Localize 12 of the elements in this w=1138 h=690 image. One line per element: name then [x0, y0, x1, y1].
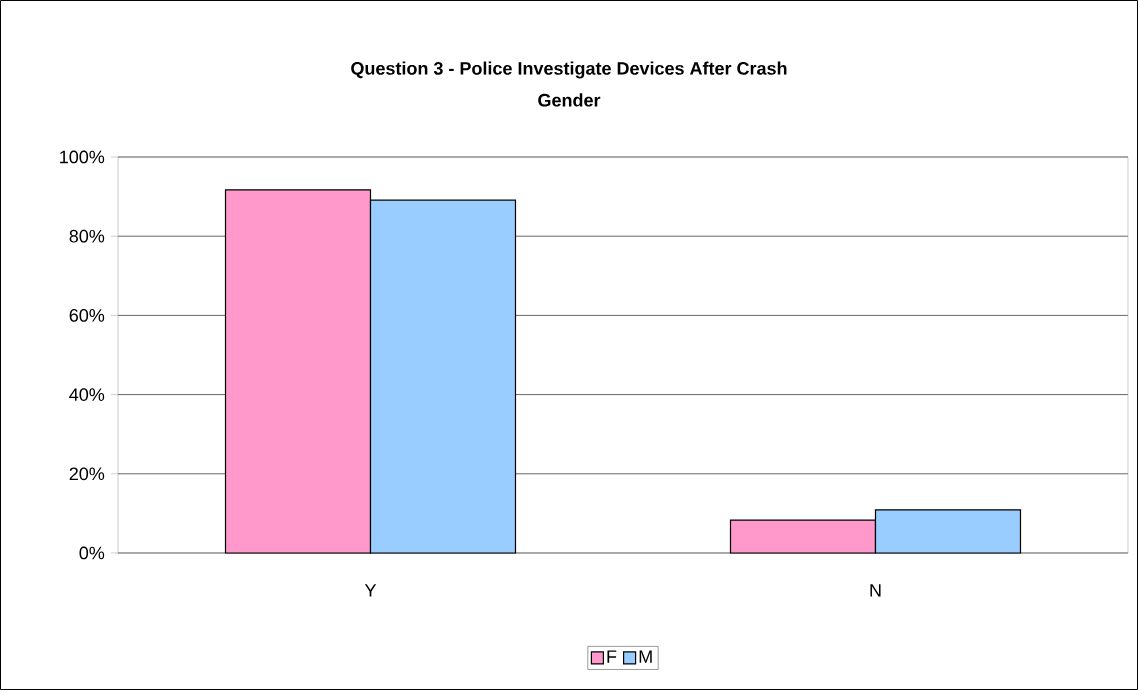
y-tick-label: 80% — [69, 229, 105, 243]
chart-subtitle: Gender — [538, 93, 601, 107]
y-tick-label: 20% — [69, 467, 105, 481]
legend-label: M — [639, 650, 652, 663]
y-tick-label: 100% — [60, 150, 105, 164]
chart-title: Question 3 - Police Investigate Devices After Crash — [351, 61, 787, 79]
legend-label: F — [607, 650, 617, 663]
y-tick-label: 0% — [79, 546, 105, 560]
x-tick-label: Y — [364, 584, 377, 597]
x-tick-label: N — [870, 584, 881, 597]
y-tick-label: 60% — [69, 309, 105, 322]
y-tick-label: 40% — [69, 388, 105, 401]
